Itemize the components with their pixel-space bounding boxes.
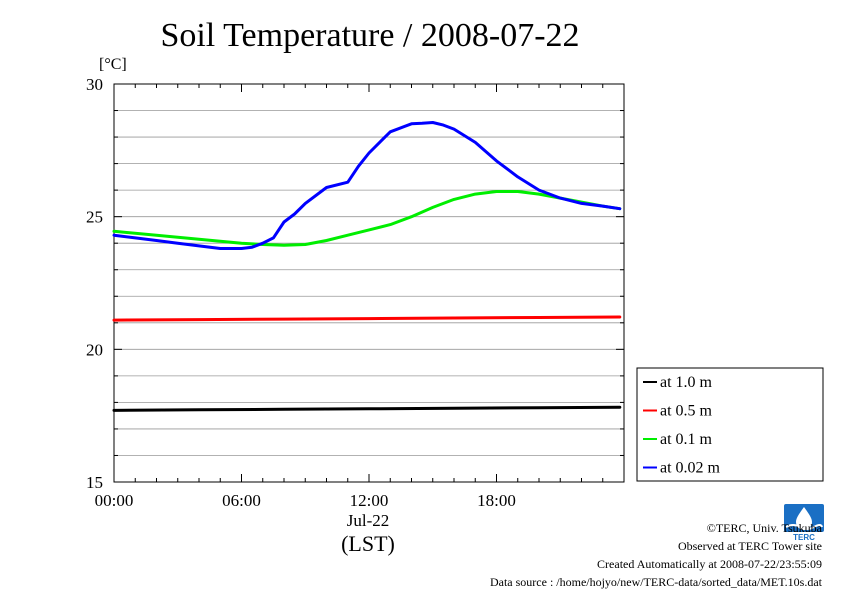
- x-tick-label: 00:00: [95, 491, 134, 510]
- x-tick-label: 18:00: [477, 491, 516, 510]
- y-tick-label: 25: [86, 208, 103, 227]
- legend-label: at 0.1 m: [660, 431, 713, 448]
- legend-label: at 0.02 m: [660, 460, 721, 477]
- legend-label: at 0.5 m: [660, 403, 713, 420]
- chart-title: Soil Temperature / 2008-07-22: [160, 17, 579, 54]
- terc-logo: TERC: [783, 503, 825, 546]
- y-axis-label: [°C]: [99, 56, 127, 73]
- y-tick-label: 30: [86, 75, 103, 94]
- series-line-at-0-5-m: [112, 315, 622, 322]
- axis-ticks: 00:00 06:00 12:00 18:00 15 20 25 30: [86, 75, 625, 510]
- x-axis-date-label: Jul-22: [347, 511, 390, 530]
- svg-text:TERC: TERC: [793, 533, 815, 541]
- footer-site: Observed at TERC Tower site: [677, 539, 822, 553]
- legend-label: at 1.0 m: [660, 374, 713, 391]
- footer-copyright: ©TERC, Univ. Tsukuba: [706, 521, 822, 535]
- series-lines: [112, 121, 622, 412]
- series-line-at-0-1-m: [112, 190, 622, 247]
- series-line-at-0-02-m: [112, 121, 622, 250]
- x-axis-unit-label: (LST): [341, 531, 395, 556]
- y-tick-label: 20: [86, 340, 103, 359]
- legend-box: [636, 367, 824, 482]
- footer-source: Data source : /home/hojyo/new/TERC-data/…: [489, 575, 822, 589]
- x-tick-label: 06:00: [222, 491, 261, 510]
- legend: at 1.0 m at 0.5 m at 0.1 m at 0.02 m: [636, 367, 824, 482]
- plot-frame: [113, 83, 625, 483]
- grid-lines: [114, 110, 624, 456]
- x-tick-label: 12:00: [350, 491, 389, 510]
- y-tick-label: 15: [86, 473, 103, 492]
- footer-created: Created Automatically at 2008-07-22/23:5…: [597, 557, 822, 571]
- series-line-at-1-0-m: [112, 405, 622, 412]
